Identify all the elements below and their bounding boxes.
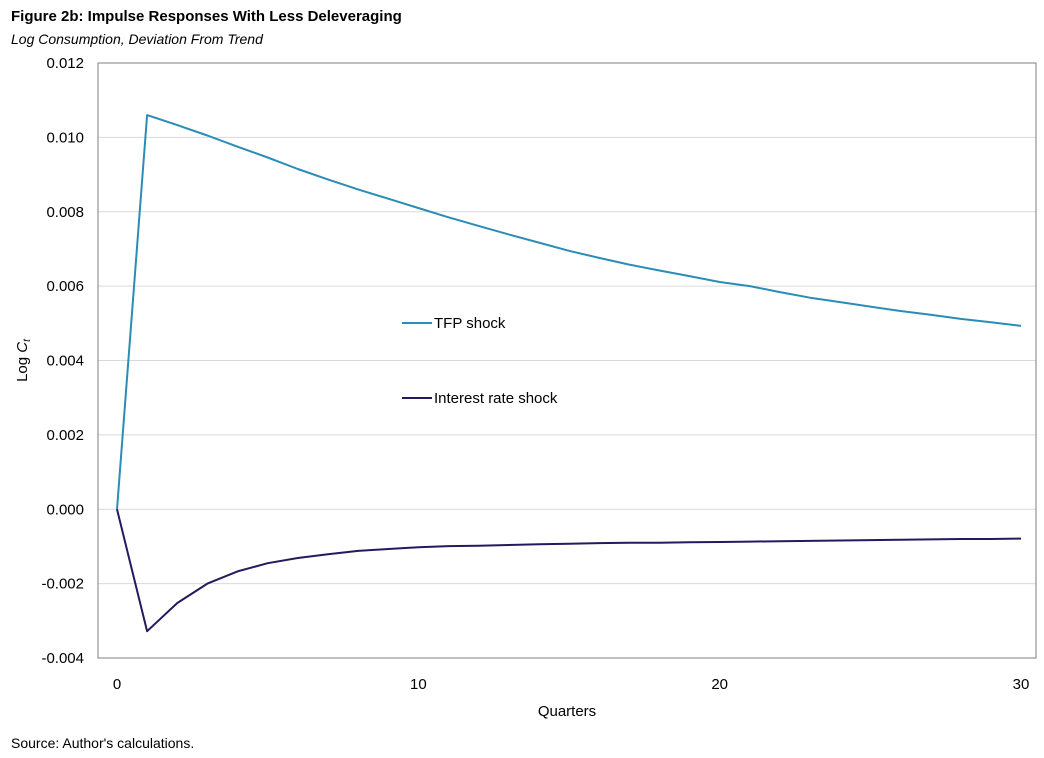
y-tick-label: -0.004 bbox=[41, 650, 84, 667]
x-tick-label: 20 bbox=[711, 676, 728, 693]
legend-label-interest: Interest rate shock bbox=[434, 390, 558, 407]
y-tick-label: 0.010 bbox=[46, 129, 84, 146]
y-tick-label: 0.006 bbox=[46, 278, 84, 295]
series-lines bbox=[116, 114, 1022, 633]
y-tick-label: 0.000 bbox=[46, 501, 84, 518]
source-note: Source: Author's calculations. bbox=[11, 735, 195, 751]
tfp-shock-line bbox=[116, 114, 1022, 510]
chart-subtitle: Log Consumption, Deviation From Trend bbox=[11, 31, 263, 47]
x-tick-label: 0 bbox=[113, 676, 121, 693]
x-axis-label: Quarters bbox=[538, 703, 596, 720]
legend-label-tfp: TFP shock bbox=[434, 315, 506, 332]
y-axis-label-subscript: t bbox=[22, 338, 33, 342]
y-tick-label: 0.008 bbox=[46, 204, 84, 221]
interest-rate-shock-line bbox=[116, 509, 1022, 633]
plot-area-frame bbox=[97, 62, 1037, 659]
y-tick-label: 0.002 bbox=[46, 427, 84, 444]
grid-lines bbox=[98, 136, 1036, 585]
chart-title: Figure 2b: Impulse Responses With Less D… bbox=[11, 8, 402, 25]
y-tick-label: 0.012 bbox=[46, 55, 84, 72]
y-axis-label: Log Ct bbox=[14, 338, 33, 382]
x-tick-label: 10 bbox=[410, 676, 427, 693]
x-axis-ticks: 0 10 20 30 bbox=[113, 676, 1030, 693]
x-tick-label: 30 bbox=[1013, 676, 1030, 693]
y-tick-label: 0.004 bbox=[46, 353, 84, 370]
y-axis-ticks: -0.004 -0.002 0.000 0.002 0.004 0.006 0.008 0.0… bbox=[41, 55, 84, 667]
legend: TFP shock Interest rate shock bbox=[402, 315, 558, 407]
y-tick-label: -0.002 bbox=[41, 576, 84, 593]
y-axis-label-prefix: Log bbox=[14, 353, 31, 382]
y-axis-label-variable: C bbox=[14, 342, 31, 353]
